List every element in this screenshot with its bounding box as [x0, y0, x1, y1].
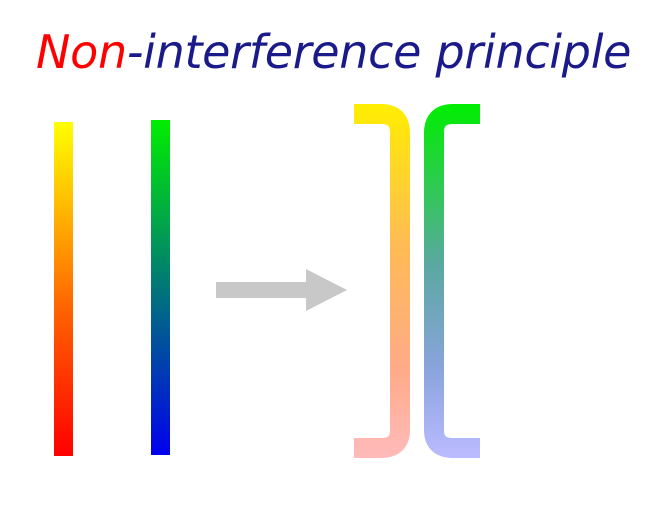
curved-strand-two: [424, 104, 480, 458]
straight-strand-two: [151, 120, 170, 455]
diagram-title: Non-interference principle: [36, 24, 631, 80]
curved-strand-one: [354, 104, 410, 458]
straight-strand-one: [54, 122, 73, 456]
right-arrow-icon: [216, 269, 347, 311]
title-highlight: Non: [36, 25, 127, 79]
title-rest: -interference principle: [126, 25, 632, 79]
